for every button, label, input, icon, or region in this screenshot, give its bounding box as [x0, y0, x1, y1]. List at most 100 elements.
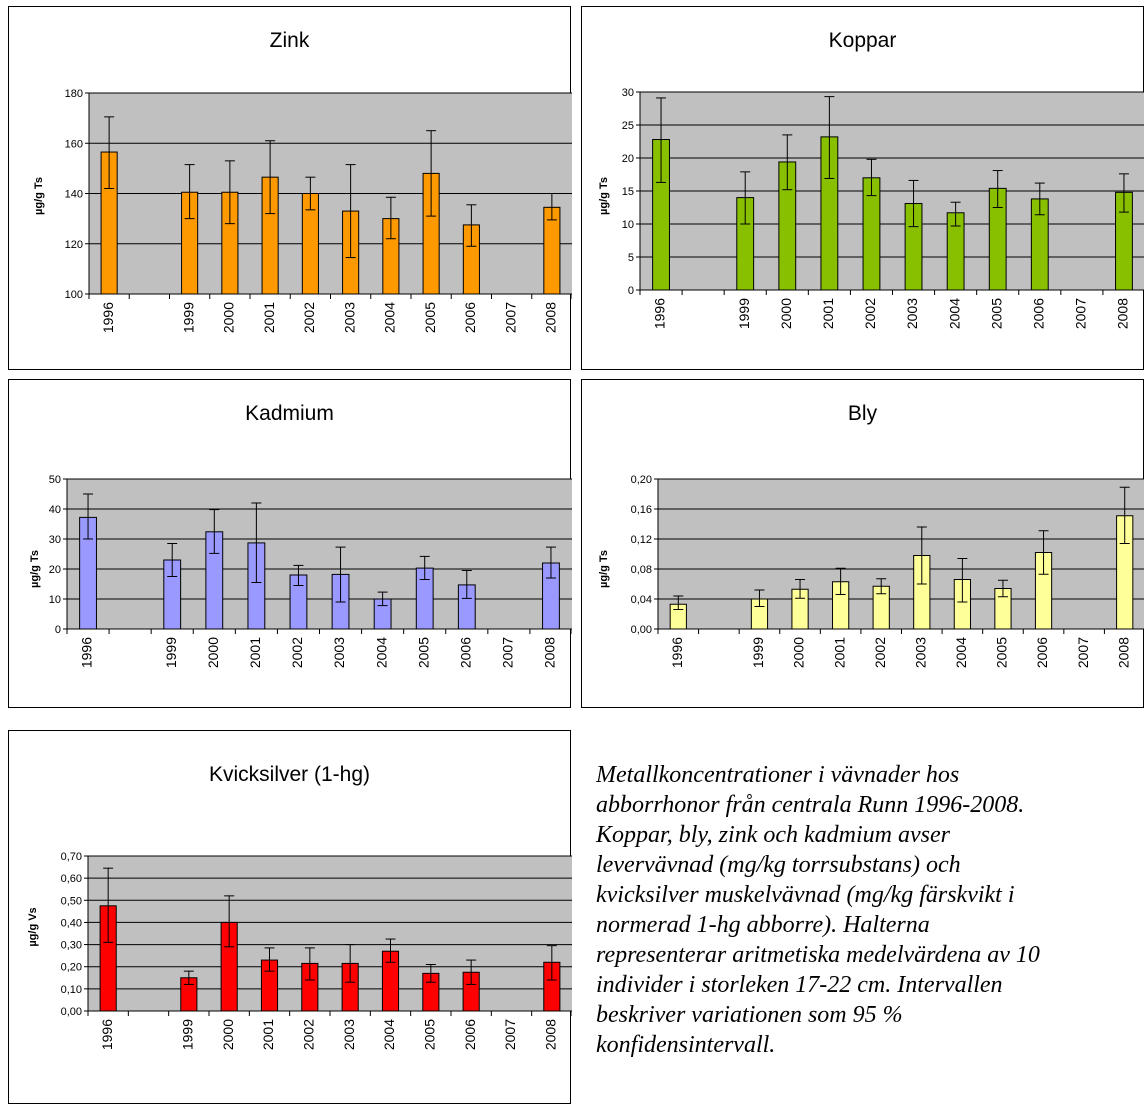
y-tick-label: 30: [622, 87, 634, 99]
y-tick-label: 0,20: [61, 962, 82, 974]
x-tick-label: 2000: [205, 637, 221, 668]
x-tick-label: 2003: [341, 1019, 357, 1050]
chart-title: Bly: [847, 402, 878, 425]
x-tick-label: 2002: [301, 1019, 317, 1050]
y-tick-label: 100: [65, 289, 83, 301]
y-tick-label: 25: [622, 120, 634, 132]
x-tick-label: 1996: [99, 1019, 115, 1050]
chart-panel-zink: Zink µg/g Ts 100 120 140 160 180 1996 1999 2000…: [8, 6, 572, 370]
x-tick-label: 2004: [382, 302, 398, 333]
y-tick-label: 0,00: [61, 1006, 82, 1018]
chart-svg: 0,00 0,10 0,20 0,30 0,40 0,50 0,60 0,70 1996 1999…: [61, 851, 572, 1050]
chart-svg: 100 120 140 160 180 1996 1999 2000 2001 2002 2003 2…: [65, 88, 572, 333]
plot-area: [67, 479, 572, 629]
x-tick-label: 2006: [462, 302, 478, 333]
x-tick-label: 2000: [791, 637, 807, 668]
y-tick-label: 0,08: [631, 564, 652, 576]
y-tick-label: 5: [628, 252, 634, 264]
x-tick-label: 2007: [1075, 637, 1091, 668]
chart-svg: 0 10 20 30 40 50 1996 1999 2000 2001 2002 2003 2004 2…: [49, 474, 572, 668]
x-tick-label: 1999: [163, 637, 179, 668]
x-tick-label: 1996: [79, 637, 95, 668]
chart-panel-kvicksilver: Kvicksilver (1-hg) µg/g Vs 0,00 0,10 0,20 0…: [8, 730, 572, 1104]
chart-svg: 0 5 10 15 20 25 30 1996 1999 2000 2001 2002 2003 2004…: [622, 87, 1144, 329]
y-tick-label: 0,60: [61, 873, 82, 885]
x-tick-label: 1999: [736, 298, 752, 329]
y-tick-label: 180: [65, 88, 83, 100]
x-tick-label: 2001: [261, 302, 277, 333]
x-tick-label: 2006: [462, 1019, 478, 1050]
x-tick-label: 2005: [988, 298, 1004, 329]
x-tick-label: 2004: [953, 637, 969, 668]
y-tick-label: 0,00: [631, 624, 652, 636]
y-tick-label: 0,12: [631, 534, 652, 546]
x-tick-label: 2002: [289, 637, 305, 668]
x-tick-label: 2002: [301, 302, 317, 333]
x-tick-label: 2005: [994, 637, 1010, 668]
y-tick-label: 0,20: [631, 474, 652, 486]
x-tick-label: 2004: [381, 1019, 397, 1050]
x-tick-label: 2001: [247, 637, 263, 668]
y-tick-label: 40: [49, 504, 61, 516]
chart-panel-kadmium: Kadmium µg/g Ts 0 10 20 30 40 50 1996 1999 2000 2…: [8, 379, 572, 708]
x-tick-label: 2006: [1034, 637, 1050, 668]
y-tick-label: 160: [65, 138, 83, 150]
x-tick-label: 1999: [180, 1019, 196, 1050]
x-tick-label: 2006: [1030, 298, 1046, 329]
y-tick-label: 15: [622, 186, 634, 198]
y-tick-label: 10: [622, 219, 634, 231]
x-tick-label: 2001: [260, 1019, 276, 1050]
x-tick-label: 1996: [669, 637, 685, 668]
x-tick-label: 2003: [904, 298, 920, 329]
x-tick-label: 2008: [543, 1019, 559, 1050]
y-tick-label: 0: [55, 624, 61, 636]
chart-svg: 0,00 0,04 0,08 0,12 0,16 0,20 1996 1999 2000 2001…: [631, 474, 1144, 668]
y-tick-label: 30: [49, 534, 61, 546]
x-tick-label: 2008: [1115, 637, 1131, 668]
chart-title: Kvicksilver (1-hg): [208, 763, 371, 786]
x-tick-label: 2006: [457, 637, 473, 668]
x-tick-label: 2004: [373, 637, 389, 668]
y-tick-label: 140: [65, 189, 83, 201]
y-tick-label: 20: [49, 564, 61, 576]
chart-panel-koppar: Koppar µg/g Ts 0 5 10 15 20 25 30 1996 1999 2000 2…: [581, 6, 1144, 370]
y-tick-label: 20: [622, 153, 634, 165]
x-tick-label: 2005: [415, 637, 431, 668]
x-tick-label: 1999: [750, 637, 766, 668]
x-tick-label: 2001: [820, 298, 836, 329]
x-tick-label: 2008: [542, 637, 558, 668]
x-tick-label: 1996: [100, 302, 116, 333]
x-tick-label: 2002: [872, 637, 888, 668]
y-tick-label: 0: [628, 285, 634, 297]
y-tick-label: 0,40: [61, 917, 82, 929]
chart-title: Zink: [269, 29, 310, 52]
x-tick-label: 2004: [946, 298, 962, 329]
plot-area: [88, 856, 572, 1011]
x-tick-label: 2005: [422, 1019, 438, 1050]
plot-area: [658, 479, 1144, 629]
y-tick-label: 10: [49, 594, 61, 606]
chart-title: Koppar: [828, 29, 897, 52]
x-tick-label: 2007: [502, 1019, 518, 1050]
y-tick-label: 0,16: [631, 504, 652, 516]
chart-panel-bly: Bly µg/g Ts 0,00 0,04 0,08 0,12 0,16 0,20 1996…: [581, 379, 1144, 708]
x-tick-label: 1996: [652, 298, 668, 329]
y-tick-label: 0,10: [61, 984, 82, 996]
x-tick-label: 2007: [502, 302, 518, 333]
x-tick-label: 2001: [831, 637, 847, 668]
x-tick-label: 2005: [422, 302, 438, 333]
y-tick-label: 0,70: [61, 851, 82, 863]
x-tick-label: 2000: [221, 302, 237, 333]
figure-caption: Metallkoncentrationer i vävnader hos abb…: [596, 762, 1040, 1058]
x-tick-label: 2007: [500, 637, 516, 668]
y-tick-label: 120: [65, 239, 83, 251]
y-tick-label: 50: [49, 474, 61, 486]
x-tick-label: 2000: [778, 298, 794, 329]
x-tick-label: 1999: [180, 302, 196, 333]
x-tick-label: 2003: [331, 637, 347, 668]
x-tick-label: 2007: [1073, 298, 1089, 329]
y-tick-label: 0,50: [61, 895, 82, 907]
x-tick-label: 2008: [543, 302, 559, 333]
x-tick-label: 2003: [341, 302, 357, 333]
x-tick-label: 2002: [862, 298, 878, 329]
